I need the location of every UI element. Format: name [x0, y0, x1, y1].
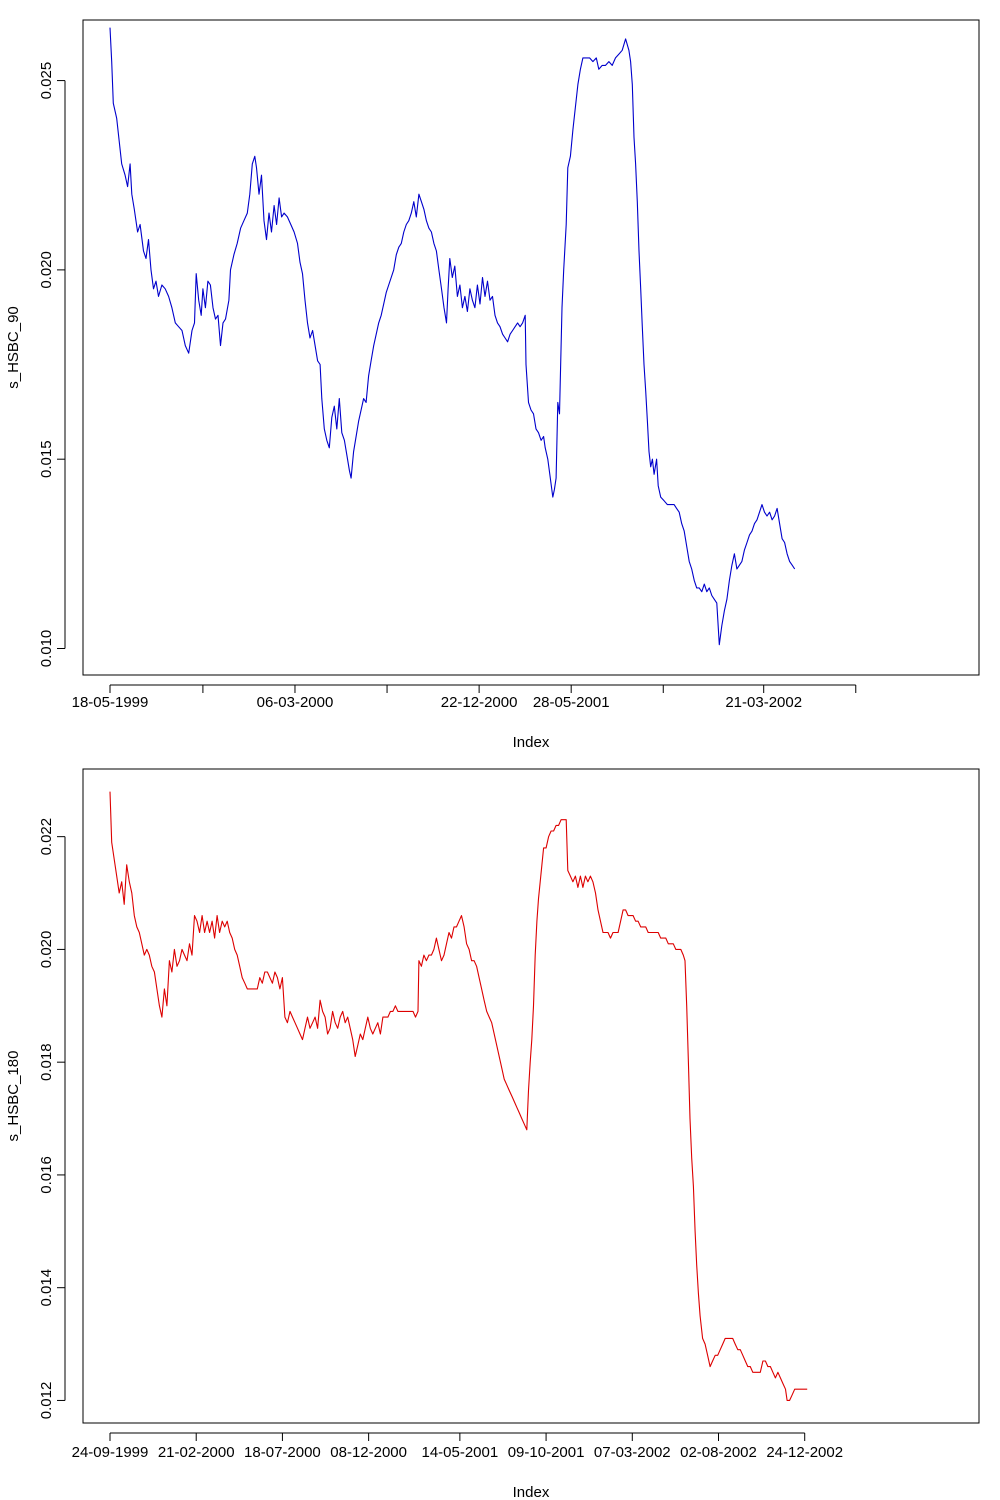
x-tick-label: 18-05-1999 [72, 694, 149, 711]
chart-1: 0.010 0.015 0.020 0.025 18-05-1999 06-03-2000… [5, 19, 980, 751]
y-tick-label: 0.015 [38, 440, 55, 478]
y-tick-label: 0.014 [38, 1269, 55, 1307]
x-tick-label: 09-10-2001 [508, 1444, 585, 1461]
series-line-s_HSBC_90 [109, 27, 796, 646]
y-tick-label: 0.020 [38, 251, 55, 289]
x-tick-label: 18-07-2000 [244, 1444, 321, 1461]
y-tick-label: 0.018 [38, 1043, 55, 1081]
x-tick-label: 24-12-2002 [766, 1444, 843, 1461]
plot-frame [82, 19, 980, 676]
x-tick-label: 14-05-2001 [421, 1444, 498, 1461]
x-tick-label: 02-08-2002 [680, 1444, 757, 1461]
y-tick-label: 0.025 [38, 62, 55, 100]
x-axis-title: Index [513, 1484, 550, 1500]
x-tick-label: 21-02-2000 [158, 1444, 235, 1461]
x-tick-label: 08-12-2000 [330, 1444, 407, 1461]
x-tick-label: 22-12-2000 [441, 694, 518, 711]
y-axis-title: s_HSBC_90 [5, 306, 22, 389]
x-axis-title: Index [513, 734, 550, 751]
plot-frame [82, 768, 980, 1424]
series-line-s_HSBC_180 [109, 791, 808, 1401]
x-tick-label: 24-09-1999 [72, 1444, 149, 1461]
y-tick-label: 0.010 [38, 630, 55, 668]
y-tick-label: 0.012 [38, 1382, 55, 1420]
y-tick-label: 0.020 [38, 931, 55, 969]
y-tick-label: 0.022 [38, 818, 55, 856]
chart-2: 0.012 0.014 0.016 0.018 0.020 0.022 24-09-1999… [5, 768, 980, 1500]
y-tick-label: 0.016 [38, 1156, 55, 1194]
x-tick-label: 07-03-2002 [594, 1444, 671, 1461]
x-tick-label: 06-03-2000 [257, 694, 334, 711]
y-axis-title: s_HSBC_180 [5, 1051, 22, 1142]
x-tick-label: 28-05-2001 [533, 694, 610, 711]
x-tick-label: 21-03-2002 [725, 694, 802, 711]
